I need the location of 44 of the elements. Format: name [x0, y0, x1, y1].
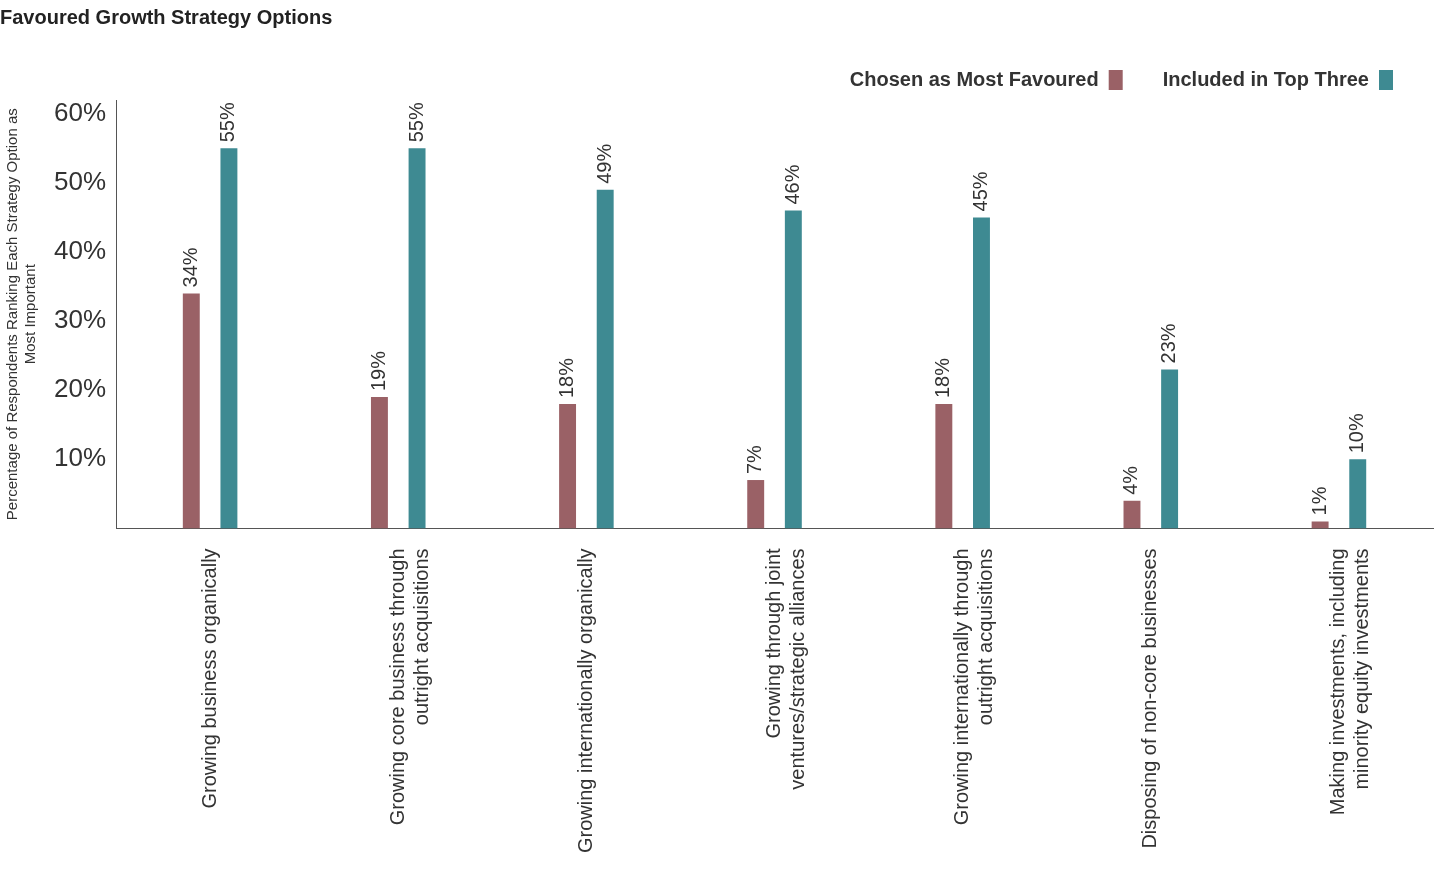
legend-label: Chosen as Most Favoured — [849, 67, 1099, 90]
bar — [596, 189, 614, 529]
bar — [1123, 500, 1141, 529]
data-label: 46% — [780, 164, 803, 205]
data-label: 18% — [555, 357, 578, 399]
x-tick-label: Growing business organically — [197, 548, 220, 809]
bar — [973, 217, 990, 529]
data-label: 55% — [216, 102, 239, 143]
data-label: 45% — [968, 171, 991, 212]
y-tick-label: 10% — [53, 442, 107, 473]
y-axis-title: Percentage of Respondents Ranking Each Strategy Option as Most Important — [3, 108, 39, 521]
bar — [370, 397, 388, 529]
y-tick-label: 20% — [53, 373, 107, 404]
data-label: 18% — [931, 357, 954, 399]
data-label: 10% — [1345, 413, 1368, 454]
data-label: 55% — [404, 102, 427, 143]
y-tick-label: 50% — [53, 166, 107, 197]
data-label: 19% — [366, 350, 389, 392]
y-tick-label: 40% — [53, 235, 107, 266]
x-tick-label: Disposing of non-core businesses — [1138, 548, 1161, 849]
data-label: 49% — [592, 143, 615, 184]
bar — [935, 404, 953, 529]
data-label: 23% — [1157, 323, 1180, 364]
bar — [1161, 369, 1179, 529]
bar — [408, 148, 426, 529]
y-tick-label: 60% — [53, 96, 107, 127]
x-tick-label: Growing core business through outright acquisitions — [385, 548, 432, 826]
bar — [1349, 459, 1367, 529]
data-label: 7% — [743, 444, 766, 475]
bar — [220, 148, 238, 529]
x-tick-label: Making investments, including minority equity investments — [1326, 548, 1373, 816]
x-tick-label: Growing internationally organically — [573, 548, 596, 854]
bar — [1311, 521, 1329, 529]
data-label: 4% — [1119, 465, 1142, 495]
data-label: 34% — [178, 247, 201, 288]
bar — [747, 480, 765, 529]
bar — [182, 293, 200, 529]
x-tick-label: Growing through joint ventures/strategic alliances — [762, 547, 809, 790]
legend-label: Included in Top Three — [1162, 67, 1369, 90]
chart-title: Favoured Growth Strategy Options — [0, 5, 333, 28]
bar — [559, 404, 577, 529]
y-tick-label: 30% — [53, 304, 107, 335]
bar — [784, 210, 802, 529]
data-label: 1% — [1307, 486, 1330, 516]
